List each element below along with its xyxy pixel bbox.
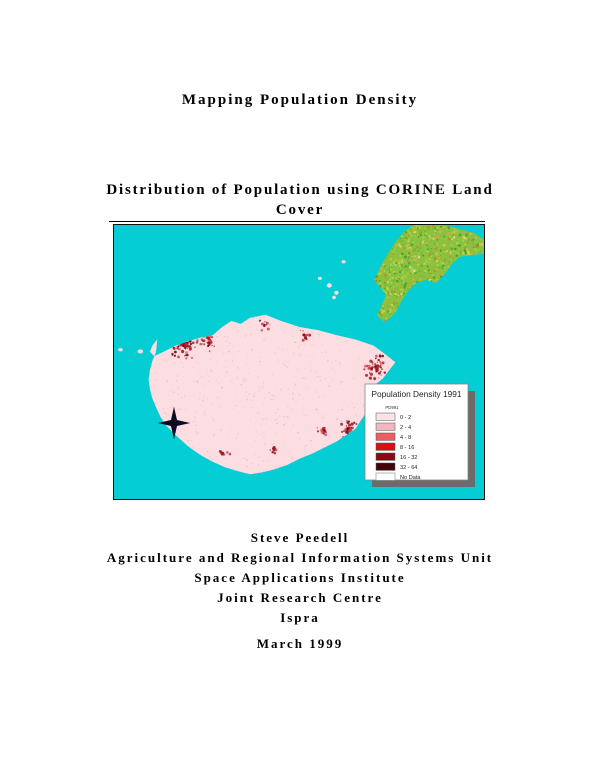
svg-text:No Data: No Data [400,475,421,481]
svg-text:4 - 8: 4 - 8 [400,435,411,441]
svg-text:16 - 32: 16 - 32 [400,455,417,461]
svg-text:0 - 2: 0 - 2 [400,415,411,421]
svg-text:32 - 64: 32 - 64 [400,465,417,471]
svg-text:8 - 16: 8 - 16 [400,445,414,451]
svg-text:PD991: PD991 [385,405,399,410]
svg-text:Population Density 1991: Population Density 1991 [372,389,462,399]
svg-text:2 - 4: 2 - 4 [400,425,411,431]
